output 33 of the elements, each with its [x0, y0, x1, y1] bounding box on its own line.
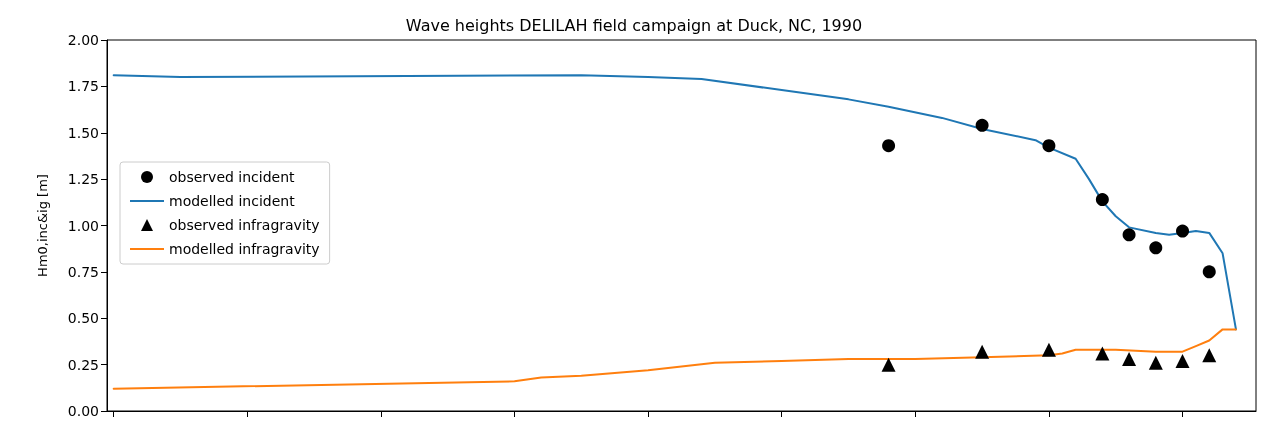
point	[1122, 228, 1136, 242]
legend-label: modelled incident	[169, 193, 296, 209]
point	[1042, 139, 1056, 153]
point	[1202, 265, 1216, 279]
y-tick-label: 0.00	[67, 403, 99, 419]
point	[882, 139, 896, 153]
point	[975, 344, 990, 359]
point	[1122, 352, 1137, 367]
point	[1095, 346, 1110, 361]
point	[1175, 353, 1190, 368]
legend-label: modelled infragravity	[169, 241, 320, 257]
y-tick-label: 0.75	[67, 263, 99, 280]
y-tick-label: 1.50	[67, 124, 99, 141]
y-tick-label: 1.00	[67, 217, 99, 234]
point	[1149, 241, 1163, 255]
point	[881, 357, 896, 372]
y-tick-label: 0.25	[67, 356, 99, 373]
point	[1041, 342, 1056, 357]
line-series	[112, 74, 1237, 331]
point	[975, 118, 989, 132]
y-tick-label: 1.25	[67, 171, 99, 188]
y-axis-title: Hm0,inc&ig [m]	[35, 174, 50, 277]
point	[1176, 224, 1190, 238]
point	[1202, 348, 1217, 363]
point	[1148, 355, 1163, 370]
point	[1095, 193, 1109, 207]
y-tick-label: 0.50	[67, 310, 99, 327]
legend-label: observed incident	[169, 169, 296, 185]
chart-title: Wave heights DELILAH field campaign at Duck, NC, 1990	[405, 15, 863, 35]
legend-label: observed infragravity	[169, 217, 320, 233]
y-tick-label: 2.00	[67, 32, 99, 48]
line-series	[112, 328, 1237, 390]
y-tick-label: 1.75	[67, 78, 99, 95]
